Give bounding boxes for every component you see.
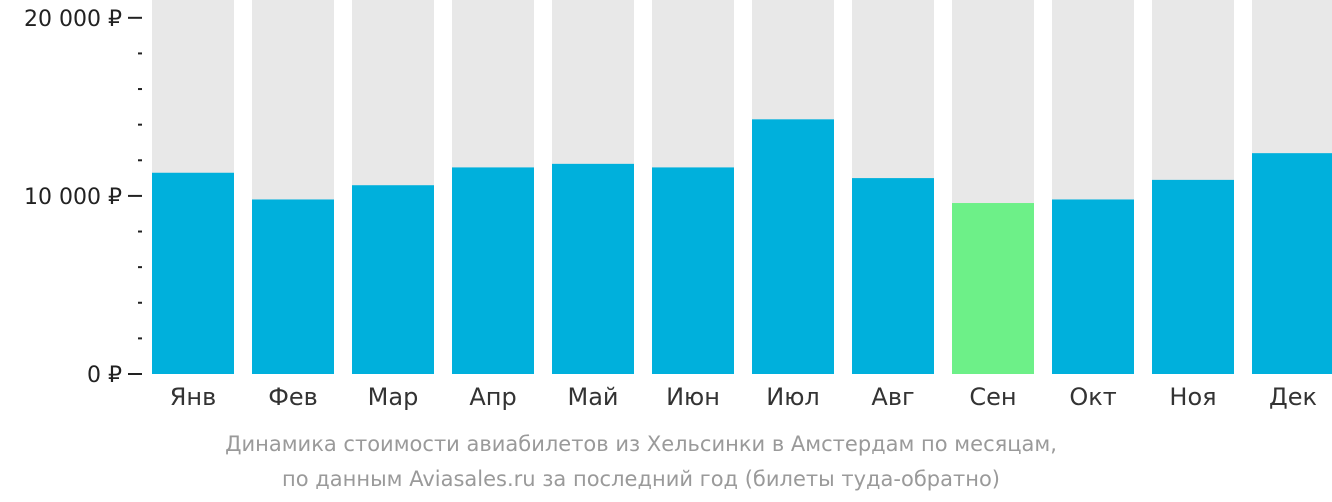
x-tick-label: Окт: [1069, 383, 1116, 411]
x-tick-label: Май: [567, 383, 618, 411]
bar-5: [552, 163, 634, 374]
chart-caption-line1: Динамика стоимости авиабилетов из Хельси…: [225, 432, 1057, 456]
x-tick-label: Фев: [268, 383, 318, 411]
x-tick-label: Авг: [871, 383, 914, 411]
bar-9: [952, 203, 1034, 374]
x-tick-label: Ноя: [1169, 383, 1216, 411]
bar-2: [252, 199, 334, 374]
bar-11: [1152, 179, 1234, 374]
chart-caption-line2: по данным Aviasales.ru за последний год …: [282, 467, 1000, 491]
bar-6: [652, 167, 734, 374]
y-tick-label: 0 ₽: [87, 363, 122, 388]
bar-3: [352, 185, 434, 374]
bar-7: [752, 119, 834, 374]
x-tick-label: Апр: [469, 383, 516, 411]
bar-8: [852, 178, 934, 374]
y-tick-label: 10 000 ₽: [24, 185, 122, 210]
x-tick-label: Июн: [666, 383, 720, 411]
x-tick-label: Сен: [969, 383, 1016, 411]
y-tick-label: 20 000 ₽: [24, 7, 122, 32]
bar-1: [152, 172, 234, 374]
x-tick-label: Дек: [1269, 383, 1317, 411]
x-tick-label: Мар: [368, 383, 419, 411]
bar-12: [1252, 153, 1332, 374]
bar-10: [1052, 199, 1134, 374]
price-chart: 0 ₽ 10 000 ₽ 20 000 ₽ Янв Фев Мар Апр Май Июн Июл…: [24, 0, 1332, 411]
x-tick-label: Янв: [170, 383, 217, 411]
x-tick-label: Июл: [766, 383, 820, 411]
bar-4: [452, 167, 534, 374]
